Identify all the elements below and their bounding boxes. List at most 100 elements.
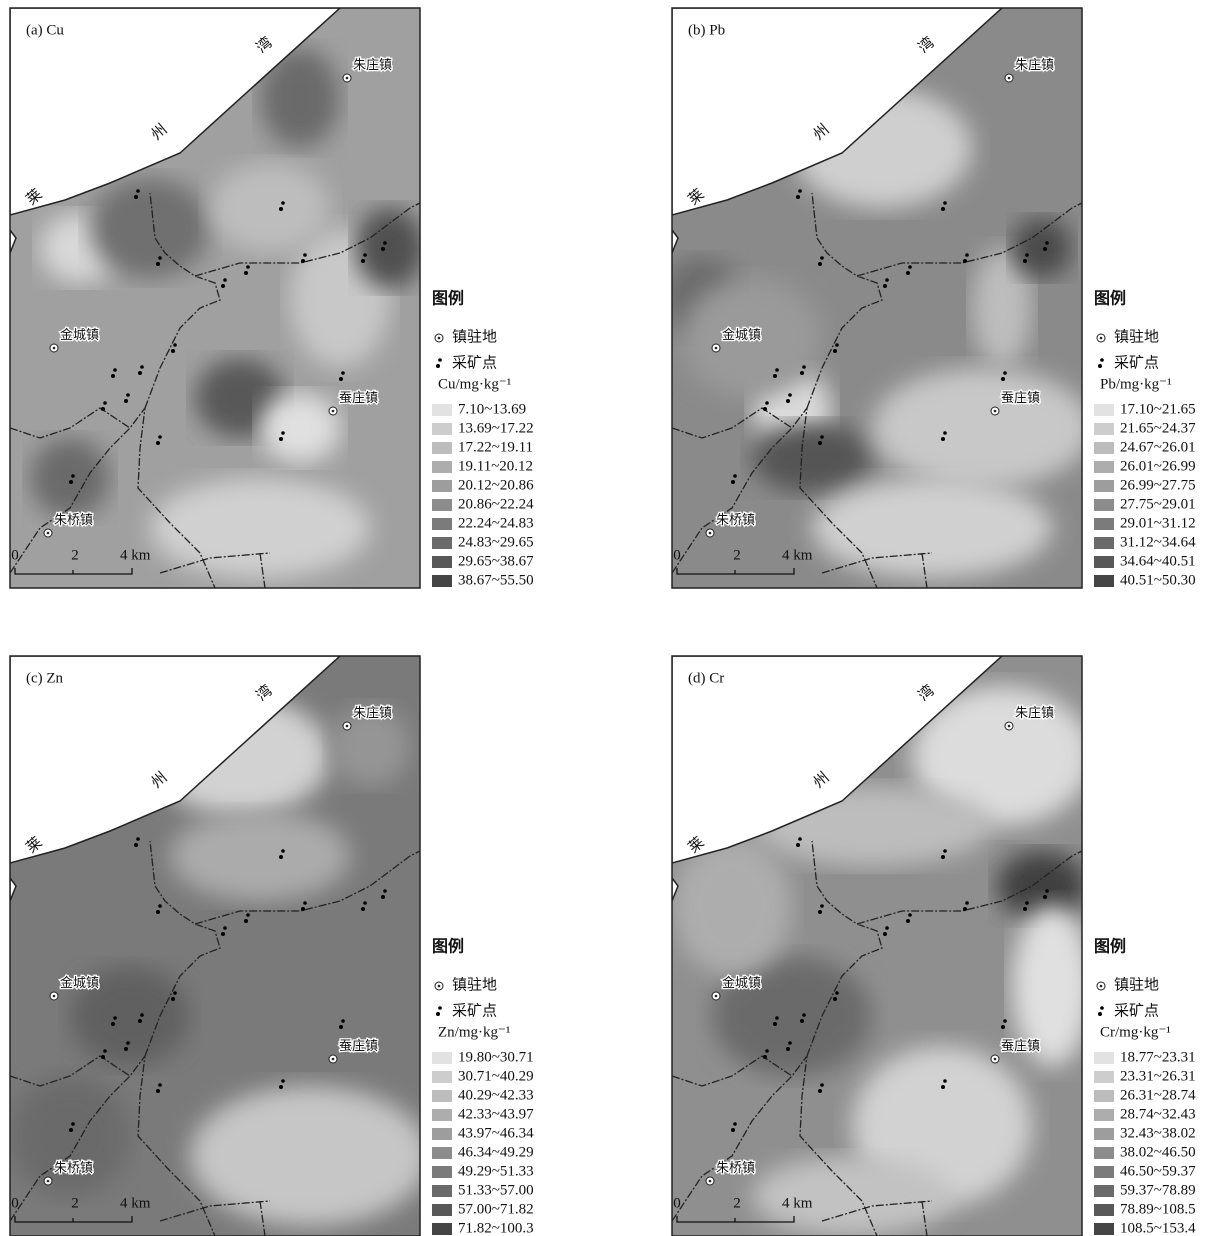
mine <box>111 1022 115 1026</box>
mine <box>158 435 162 439</box>
mine <box>731 1128 735 1132</box>
mine <box>1003 371 1007 375</box>
mine <box>773 374 777 378</box>
mine <box>244 919 248 923</box>
mine <box>223 278 227 282</box>
scale-label: 2 <box>71 1195 79 1211</box>
legend-swatch <box>432 423 452 435</box>
legend-class: 26.31~28.74 <box>1120 1087 1196 1103</box>
legend-swatch <box>432 480 452 492</box>
legend-mine-icon <box>1100 1006 1104 1010</box>
legend-swatch <box>432 499 452 511</box>
legend-class: 24.67~26.01 <box>1120 439 1196 455</box>
legend-swatch <box>1094 1109 1114 1121</box>
mine <box>965 901 969 905</box>
scale-label: 0 <box>11 547 19 563</box>
legend-swatch <box>432 1147 452 1159</box>
mine <box>339 377 343 381</box>
mine <box>796 843 800 847</box>
map <box>672 656 1092 1236</box>
mine <box>303 901 307 905</box>
legend-class: 49.29~51.33 <box>458 1163 534 1179</box>
legend-swatch <box>432 1185 452 1197</box>
mine <box>138 1019 142 1023</box>
scale-label: 4 km <box>782 1195 813 1211</box>
mine <box>1025 901 1029 905</box>
town-dot <box>1008 77 1011 80</box>
town-dot <box>346 77 349 80</box>
town-dot <box>1008 725 1011 728</box>
panel-title: (b) Pb <box>688 22 725 38</box>
town-dot <box>715 347 718 350</box>
mine <box>126 393 130 397</box>
mine <box>71 1122 75 1126</box>
town-label: 朱桥镇 <box>716 512 755 527</box>
legend-town-dot <box>1100 985 1103 988</box>
mine <box>341 1019 345 1023</box>
legend-class: 59.37~78.89 <box>1120 1182 1196 1198</box>
legend-class: 43.97~46.34 <box>458 1125 534 1141</box>
legend-class: 42.33~43.97 <box>458 1106 534 1122</box>
mine <box>943 849 947 853</box>
legend-swatch <box>1094 1185 1114 1197</box>
mine <box>908 265 912 269</box>
legend-class: 34.64~40.51 <box>1120 553 1196 569</box>
town-dot <box>47 1180 50 1183</box>
legend-swatch <box>432 1128 452 1140</box>
legend-mine: 采矿点 <box>452 1002 497 1019</box>
town-label: 朱桥镇 <box>54 512 93 527</box>
legend-mine-icon <box>436 1012 440 1016</box>
concentration-zone <box>210 163 330 253</box>
concentration-zone <box>812 478 1052 578</box>
legend-class: 46.50~59.37 <box>1120 1163 1196 1179</box>
mine <box>800 371 804 375</box>
legend-swatch <box>432 556 452 568</box>
legend-swatch <box>1094 499 1114 511</box>
mine <box>1025 253 1029 257</box>
legend-swatch <box>432 404 452 416</box>
legend-town: 镇驻地 <box>1114 328 1159 345</box>
map <box>662 8 1092 588</box>
legend-class: 38.02~46.50 <box>1120 1144 1196 1160</box>
legend-title: 图例 <box>1094 289 1126 308</box>
town-label: 金城镇 <box>60 327 99 342</box>
mine <box>788 393 792 397</box>
scale-label: 0 <box>11 1195 19 1211</box>
mine <box>798 837 802 841</box>
figure: (a) Cu莱州湾朱庄镇金城镇蚕庄镇朱桥镇024 km图例镇驻地采矿点Cu/mg… <box>0 0 1220 1236</box>
scale-label: 4 km <box>120 547 151 563</box>
town-dot <box>709 532 712 535</box>
legend-class: 78.89~108.5 <box>1120 1201 1196 1217</box>
mine <box>281 431 285 435</box>
mine <box>71 474 75 478</box>
legend-mine-icon <box>1098 1012 1102 1016</box>
legend-swatch <box>432 575 452 587</box>
mine <box>281 201 285 205</box>
mine <box>765 401 769 405</box>
mine <box>965 253 969 257</box>
legend-swatch <box>1094 423 1114 435</box>
mine <box>1003 1019 1007 1023</box>
mine <box>833 997 837 1001</box>
panel-title: (a) Cu <box>26 22 64 38</box>
scale-label: 0 <box>673 1195 681 1211</box>
legend-unit: Cr/mg·kg⁻¹ <box>1100 1024 1171 1040</box>
mine <box>158 256 162 260</box>
town-label: 朱庄镇 <box>1015 57 1054 72</box>
legend-mine-icon <box>1098 364 1102 368</box>
mine <box>383 241 387 245</box>
mine <box>820 256 824 260</box>
mine <box>731 480 735 484</box>
mine <box>1023 259 1027 263</box>
mine <box>173 343 177 347</box>
map <box>10 656 430 1236</box>
mine <box>156 1089 160 1093</box>
mine <box>786 399 790 403</box>
concentration-zone <box>170 811 350 901</box>
town-dot <box>346 725 349 728</box>
mine <box>820 904 824 908</box>
legend-town: 镇驻地 <box>452 976 497 993</box>
legend-title: 图例 <box>1094 937 1126 956</box>
scale-label: 0 <box>673 547 681 563</box>
